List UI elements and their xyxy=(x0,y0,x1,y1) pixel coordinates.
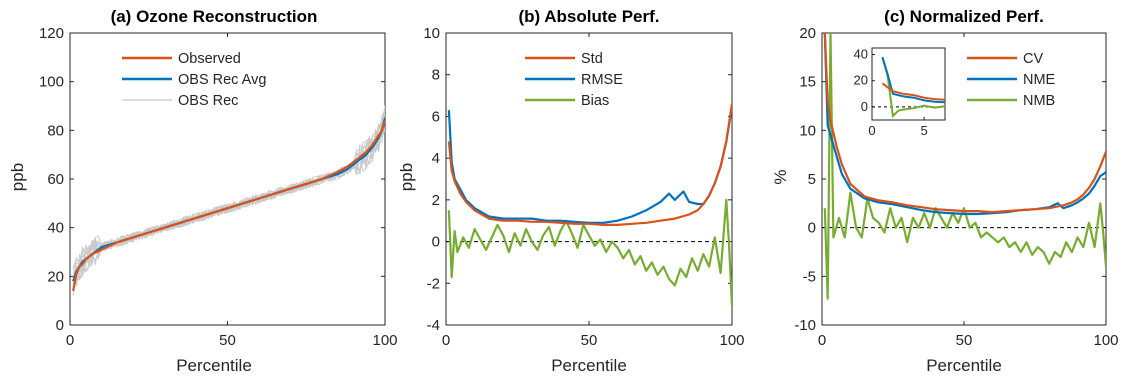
x-tick-label: 50 xyxy=(581,332,598,349)
panel-title: (a) Ozone Reconstruction xyxy=(111,7,318,26)
obs-rec-line xyxy=(73,107,385,278)
series-line-obs-rec-avg xyxy=(72,117,385,282)
series-line-nmb xyxy=(823,33,1106,300)
y-tick-label: -4 xyxy=(427,317,440,334)
obs-rec-line xyxy=(72,117,385,272)
y-tick-label: 0 xyxy=(432,234,440,251)
legend-label: NMB xyxy=(1023,93,1055,109)
y-tick-label: -10 xyxy=(794,317,816,334)
y-tick-label: 100 xyxy=(39,74,64,91)
y-axis-label: ppb xyxy=(397,163,416,191)
inset-y-tick-label: 20 xyxy=(854,73,868,88)
y-tick-label: 120 xyxy=(39,25,64,42)
x-axis-label: Percentile xyxy=(926,356,1002,375)
inset-x-tick-label: 5 xyxy=(921,123,928,138)
series-line-bias xyxy=(447,198,732,307)
obs-rec-line xyxy=(72,109,385,280)
legend-label: OBS Rec Avg xyxy=(178,72,266,88)
y-tick-label: 8 xyxy=(432,67,440,84)
x-tick-label: 50 xyxy=(956,332,973,349)
legend-label: RMSE xyxy=(581,72,623,88)
y-tick-label: 6 xyxy=(432,108,440,125)
y-tick-label: 40 xyxy=(47,220,64,237)
legend-label: Observed xyxy=(178,51,241,67)
obs-rec-line xyxy=(72,128,385,286)
x-tick-label: 50 xyxy=(219,332,236,349)
y-tick-label: 20 xyxy=(47,268,64,285)
x-tick-label: 0 xyxy=(818,332,826,349)
obs-rec-line xyxy=(72,114,385,280)
y-axis-label: ppb xyxy=(8,163,27,191)
legend-label: NME xyxy=(1023,72,1056,88)
inset-x-tick-label: 0 xyxy=(868,123,875,138)
y-tick-label: 80 xyxy=(47,122,64,139)
series-group xyxy=(822,33,1106,300)
y-tick-label: 10 xyxy=(799,122,816,139)
legend: Std RMSE Bias xyxy=(521,46,623,118)
obs-rec-line xyxy=(72,109,385,287)
series-group xyxy=(446,103,732,307)
y-tick-label: 10 xyxy=(423,25,440,42)
x-tick-label: 100 xyxy=(1093,332,1118,349)
x-tick-label: 100 xyxy=(719,332,744,349)
y-tick-label: -2 xyxy=(427,275,440,292)
series-line-nme xyxy=(823,33,1106,216)
obs-rec-line xyxy=(72,118,385,280)
panel-title: (b) Absolute Perf. xyxy=(518,7,659,26)
y-tick-label: 20 xyxy=(799,25,816,42)
y-tick-label: 2 xyxy=(432,192,440,209)
legend-label: OBS Rec xyxy=(178,93,238,109)
y-tick-label: 4 xyxy=(432,150,440,167)
legend-label: Bias xyxy=(581,93,609,109)
y-tick-label: 15 xyxy=(799,74,816,91)
legend-label: CV xyxy=(1023,51,1043,67)
y-tick-label: -5 xyxy=(803,268,816,285)
series-line-rmse xyxy=(447,105,732,224)
obs-rec-line xyxy=(72,110,385,274)
panel-normalized-perf: (c) Normalized Perf. Percentile % 0 50 100… xyxy=(771,7,1119,375)
obs-rec-line xyxy=(72,107,385,285)
y-tick-label: 5 xyxy=(808,171,816,188)
x-tick-label: 0 xyxy=(66,332,74,349)
panel-title: (c) Normalized Perf. xyxy=(884,7,1044,26)
legend-label: Std xyxy=(581,51,603,67)
series-line-cv xyxy=(823,33,1106,214)
y-tick-label: 60 xyxy=(47,171,64,188)
obs-rec-line xyxy=(72,120,385,282)
inset-y-tick-label: 40 xyxy=(854,47,868,62)
legend: Observed OBS Rec Avg OBS Rec xyxy=(118,46,308,118)
x-tick-label: 100 xyxy=(372,332,397,349)
legend: CV NME NMB xyxy=(963,46,1056,118)
series-line-std xyxy=(447,103,732,226)
y-tick-label: 0 xyxy=(808,220,816,237)
inset-plot: 0 5 0 20 40 xyxy=(854,47,946,138)
y-tick-label: 0 xyxy=(56,317,64,334)
inset-y-tick-label: 0 xyxy=(861,99,868,114)
y-axis-label: % xyxy=(771,169,790,184)
inset-series-line-nme xyxy=(881,56,945,104)
inset-series-line-cv xyxy=(881,82,945,101)
panel-absolute-perf: (b) Absolute Perf. Percentile ppb 0 50 100… xyxy=(397,7,745,375)
series-group xyxy=(72,105,385,296)
panel-ozone-reconstruction: (a) Ozone Reconstruction Percentile ppb … xyxy=(8,7,398,375)
x-axis-label: Percentile xyxy=(551,356,627,375)
series-line-observed xyxy=(72,120,385,292)
x-tick-label: 0 xyxy=(442,332,450,349)
obs-rec-line xyxy=(72,120,385,285)
obs-rec-line xyxy=(72,109,385,296)
x-axis-label: Percentile xyxy=(176,356,252,375)
